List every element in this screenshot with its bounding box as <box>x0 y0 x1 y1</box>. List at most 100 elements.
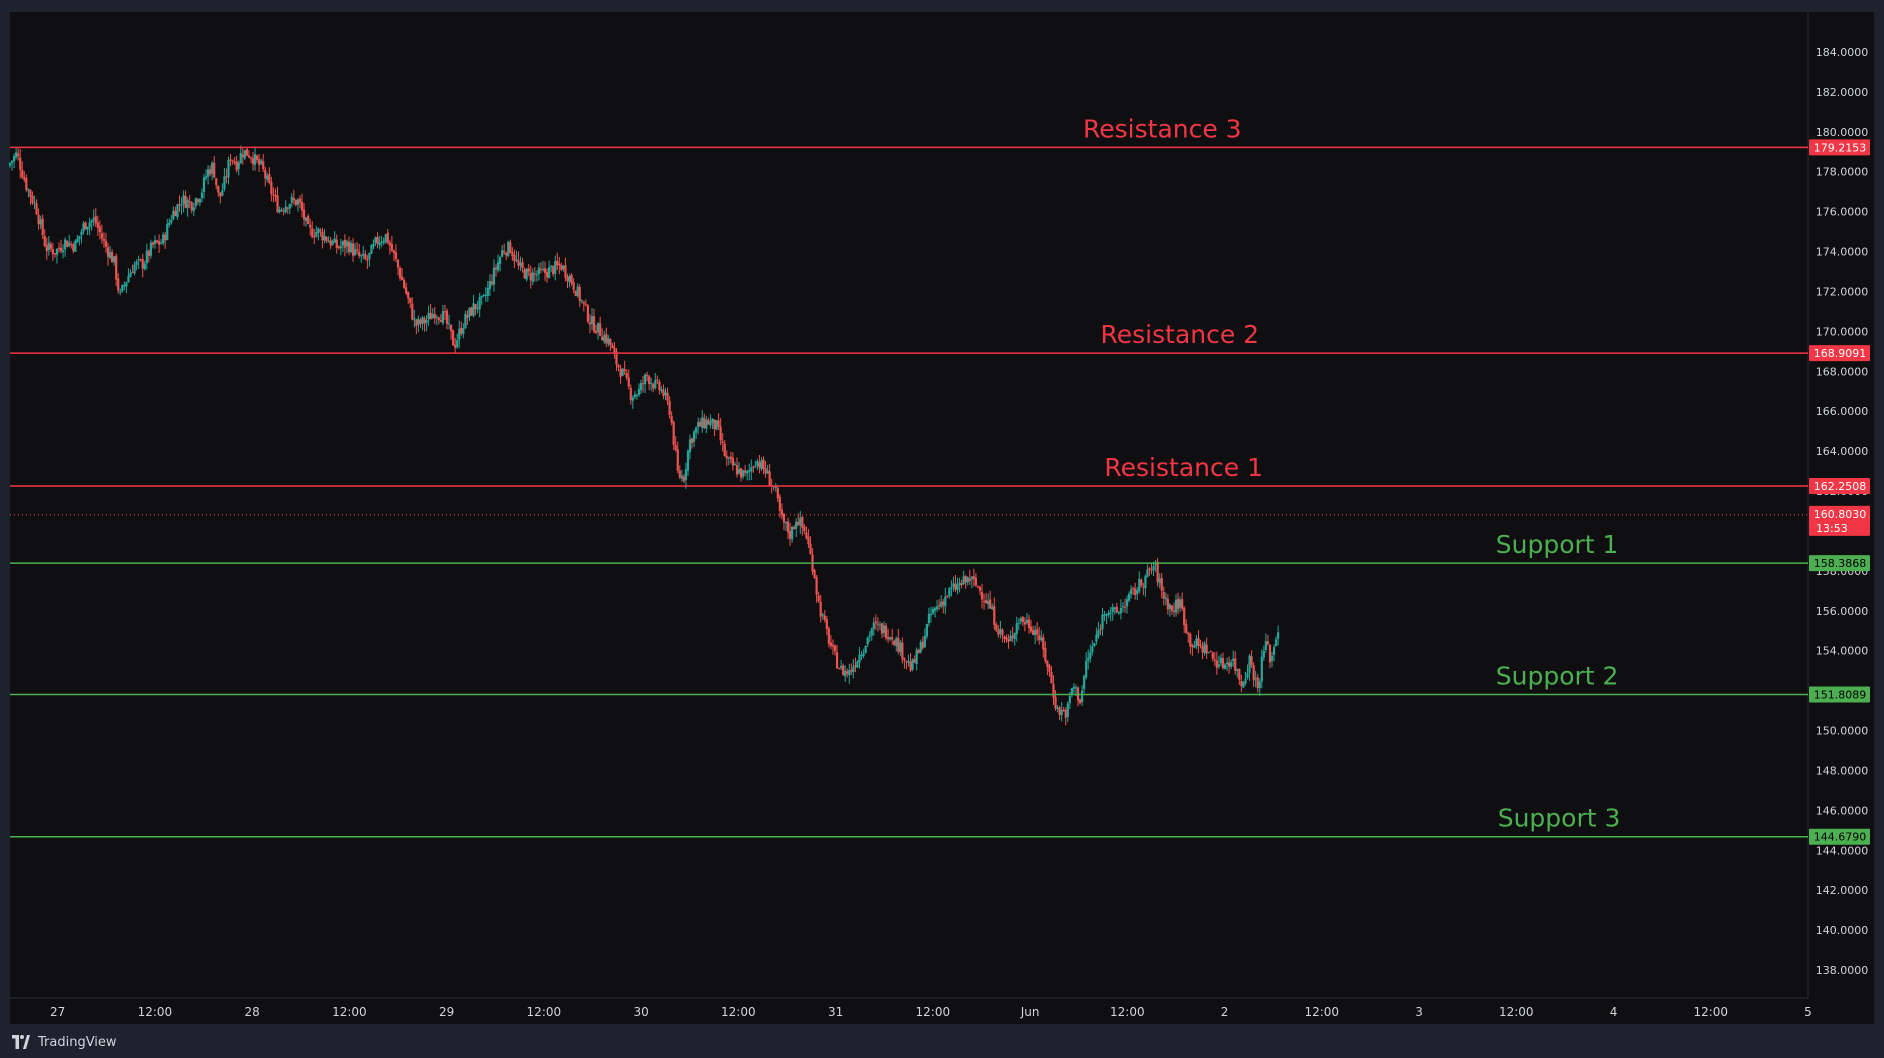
candle-body <box>1068 696 1071 704</box>
candle-body <box>919 642 922 653</box>
candle-body <box>1248 655 1251 673</box>
candle-body <box>876 623 879 625</box>
resistance-price-badge <box>1809 139 1870 156</box>
candle-body <box>560 265 563 270</box>
candle-body <box>750 467 753 472</box>
x-tick-label: 12:00 <box>721 1005 756 1019</box>
candle-body <box>1019 618 1022 622</box>
x-tick-label: 27 <box>50 1005 65 1019</box>
candle-body <box>533 273 536 275</box>
candle-body <box>192 207 195 212</box>
candle-body <box>1074 687 1078 689</box>
candle-body <box>184 195 187 208</box>
x-tick-label: Jun <box>1020 1005 1040 1019</box>
candle-body <box>556 260 559 265</box>
candle-body <box>1142 586 1145 588</box>
candle-body <box>484 295 487 297</box>
candle-body <box>641 383 645 385</box>
candle-body <box>47 242 50 251</box>
candle-body <box>650 382 653 384</box>
candle-body <box>672 421 675 445</box>
resistance-price-label: 162.2508 <box>1814 480 1867 493</box>
candle-body <box>874 621 877 624</box>
candle-body <box>225 176 228 178</box>
candle-body <box>349 243 353 252</box>
candle-body <box>223 176 226 190</box>
candle-body <box>752 466 755 468</box>
candle-body <box>529 272 532 281</box>
candle-body <box>552 266 555 275</box>
candle-body <box>386 232 389 243</box>
candle-body <box>1036 629 1039 635</box>
candle-body <box>151 242 155 245</box>
candle-body <box>98 226 101 233</box>
candle-body <box>666 392 669 401</box>
candle-body <box>249 157 253 159</box>
candle-body <box>1003 636 1006 639</box>
plot-area <box>10 12 1808 998</box>
candle-body <box>923 635 926 648</box>
x-tick-label: 12:00 <box>527 1005 562 1019</box>
candle-body <box>807 536 810 545</box>
candle-body <box>211 162 214 174</box>
candle-body <box>611 345 614 349</box>
candle-body <box>445 310 449 324</box>
time-axis[interactable] <box>10 998 1874 1024</box>
support-price-badge <box>1809 828 1870 845</box>
candle-body <box>80 231 83 236</box>
candle-body <box>517 260 520 266</box>
support-price-badge <box>1809 555 1870 572</box>
candle-body <box>117 278 120 291</box>
candle-body <box>488 281 491 290</box>
candle-body <box>25 178 28 190</box>
y-tick-label: 156.0000 <box>1816 605 1869 618</box>
candle-body <box>1072 686 1076 689</box>
candle-body <box>1017 622 1020 624</box>
candle-body <box>15 152 18 158</box>
y-tick-label: 180.0000 <box>1816 126 1869 139</box>
candle-body <box>817 595 820 602</box>
candle-body <box>833 645 837 652</box>
y-tick-label: 166.0000 <box>1816 405 1869 418</box>
candle-body <box>1070 688 1073 695</box>
candle-body <box>715 420 718 430</box>
candle-body <box>680 475 683 479</box>
candle-body <box>821 614 824 616</box>
candle-body <box>676 449 679 471</box>
candle-body <box>219 192 222 197</box>
resistance-label: Resistance 3 <box>1083 114 1242 143</box>
candle-body <box>343 239 347 248</box>
candle-body <box>1099 628 1102 630</box>
candle-body <box>282 210 285 212</box>
candle-body <box>578 286 581 301</box>
x-tick-label: 12:00 <box>138 1005 173 1019</box>
candle-body <box>482 294 485 296</box>
candle-body <box>331 241 334 245</box>
candle-body <box>1125 599 1129 607</box>
candle-body <box>682 476 685 482</box>
candle-body <box>1038 635 1041 640</box>
candle-body <box>889 637 892 640</box>
candle-body <box>35 203 38 215</box>
candle-body <box>409 297 412 303</box>
support-label: Support 2 <box>1496 661 1619 690</box>
candle-body <box>427 312 430 320</box>
candle-body <box>68 242 71 246</box>
candle-body <box>1246 673 1249 678</box>
candle-body <box>53 253 57 255</box>
candle-body <box>586 305 590 322</box>
candle-body <box>925 623 928 637</box>
candle-body <box>835 652 839 669</box>
candle-body <box>815 577 818 595</box>
candle-body <box>1087 657 1090 661</box>
candle-body <box>1005 637 1008 640</box>
candle-body <box>991 607 994 610</box>
x-tick-label: 12:00 <box>332 1005 367 1019</box>
candle-body <box>576 286 579 296</box>
candle-body <box>1040 637 1043 641</box>
candle-body <box>1105 614 1108 616</box>
candle-body <box>527 268 530 272</box>
candle-body <box>162 234 165 244</box>
candle-body <box>376 236 379 244</box>
